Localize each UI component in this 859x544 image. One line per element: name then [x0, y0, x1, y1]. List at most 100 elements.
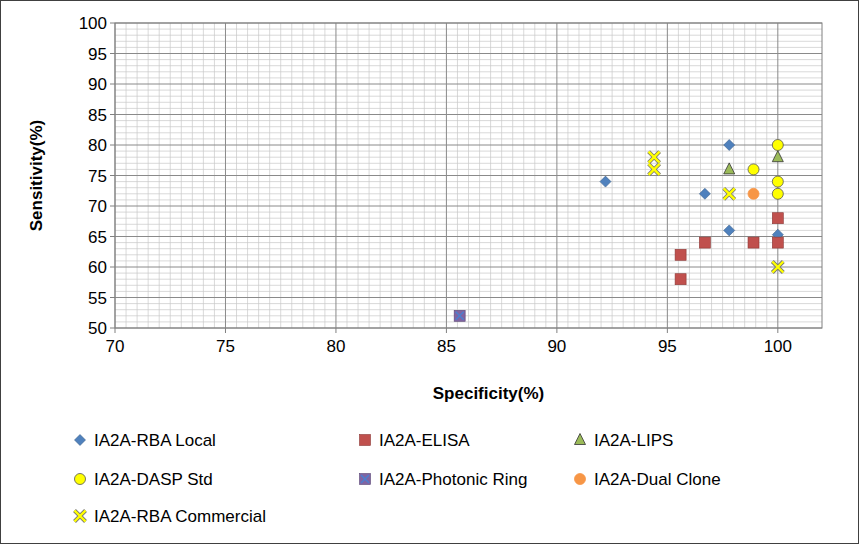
point	[454, 310, 465, 321]
tick-label: 95	[88, 45, 107, 64]
minor-grid-line	[115, 138, 822, 139]
marker-part	[361, 475, 369, 483]
grid-line	[115, 175, 822, 176]
legend-label: IA2A-LIPS	[594, 431, 673, 450]
minor-grid-line	[115, 96, 822, 97]
minor-grid-line	[115, 102, 822, 103]
legend-label: IA2A-Dual Clone	[594, 470, 721, 489]
tick-label: 65	[88, 228, 107, 247]
marker-part	[360, 474, 371, 485]
tick	[110, 297, 115, 298]
grid-line	[115, 145, 822, 146]
point	[675, 249, 686, 260]
minor-grid-line	[115, 108, 822, 109]
tick	[335, 328, 336, 333]
minor-grid-line	[115, 126, 822, 127]
point	[748, 237, 759, 248]
tick	[110, 206, 115, 207]
minor-grid-line	[115, 65, 822, 66]
minor-grid-line	[115, 285, 822, 286]
minor-grid-line	[115, 181, 822, 182]
marker-part	[724, 188, 735, 199]
minor-grid-line	[115, 248, 822, 249]
minor-grid-line	[115, 71, 822, 72]
minor-grid-line	[115, 77, 822, 78]
minor-grid-line	[115, 157, 822, 158]
minor-grid-line	[115, 120, 822, 121]
tick-label: 80	[326, 337, 345, 356]
marker-part	[75, 511, 86, 522]
tick-label: 90	[88, 75, 107, 94]
minor-grid-line	[115, 199, 822, 200]
chart: 70758085909510050556065707580859095100Sp…	[0, 0, 859, 544]
tick	[556, 328, 557, 333]
marker-part	[772, 262, 783, 273]
minor-grid-line	[115, 90, 822, 91]
tick	[110, 175, 115, 176]
minor-grid-line	[115, 212, 822, 213]
legend-marker	[75, 511, 86, 522]
tick-label: 75	[88, 167, 107, 186]
legend-marker	[75, 435, 86, 446]
grid-line	[115, 206, 822, 207]
minor-grid-line	[115, 254, 822, 255]
tick	[110, 145, 115, 146]
minor-grid-line	[115, 230, 822, 231]
tick	[110, 114, 115, 115]
legend-label: IA2A-Photonic Ring	[379, 470, 527, 489]
minor-grid-line	[115, 279, 822, 280]
minor-grid-line	[115, 29, 822, 30]
minor-grid-line	[115, 47, 822, 48]
tick	[110, 328, 115, 329]
legend-label: IA2A-ELISA	[379, 431, 470, 450]
grid	[115, 23, 822, 328]
marker-part	[456, 312, 464, 320]
legend-label: IA2A-RBA Commercial	[94, 507, 266, 526]
marker-part	[454, 310, 465, 321]
tick	[110, 23, 115, 24]
grid-line	[115, 236, 822, 237]
minor-grid-line	[115, 169, 822, 170]
point	[724, 188, 735, 199]
point	[772, 140, 783, 151]
grid-line	[115, 84, 822, 85]
legend-marker	[360, 474, 371, 485]
point	[699, 188, 710, 199]
minor-grid-line	[115, 291, 822, 292]
legend-label: IA2A-DASP Std	[94, 470, 213, 489]
marker-part	[649, 164, 660, 175]
tick	[777, 328, 778, 333]
point	[772, 188, 783, 199]
point	[699, 237, 710, 248]
minor-grid-line	[115, 218, 822, 219]
point	[772, 262, 783, 273]
tick-label: 85	[88, 106, 107, 125]
minor-grid-line	[115, 321, 822, 322]
minor-grid-line	[115, 41, 822, 42]
minor-grid-line	[115, 59, 822, 60]
minor-grid-line	[115, 273, 822, 274]
legend-marker	[75, 474, 86, 485]
point	[772, 151, 783, 162]
grid-line	[115, 53, 822, 54]
legend-label: IA2A-RBA Local	[94, 431, 216, 450]
axes: 70758085909510050556065707580859095100	[79, 14, 792, 356]
point	[649, 152, 660, 163]
tick	[110, 53, 115, 54]
x-axis-title: Specificity(%)	[433, 384, 544, 403]
point	[772, 213, 783, 224]
minor-grid-line	[115, 187, 822, 188]
tick	[110, 84, 115, 85]
tick	[446, 328, 447, 333]
tick-label: 70	[106, 337, 125, 356]
minor-grid-line	[115, 242, 822, 243]
minor-grid-line	[115, 315, 822, 316]
point	[724, 225, 735, 236]
grid-line	[115, 114, 822, 115]
minor-grid-line	[115, 309, 822, 310]
legend-marker	[575, 434, 586, 445]
tick-label: 100	[79, 14, 107, 33]
tick-label: 85	[437, 337, 456, 356]
minor-grid-line	[115, 303, 822, 304]
point	[748, 164, 759, 175]
